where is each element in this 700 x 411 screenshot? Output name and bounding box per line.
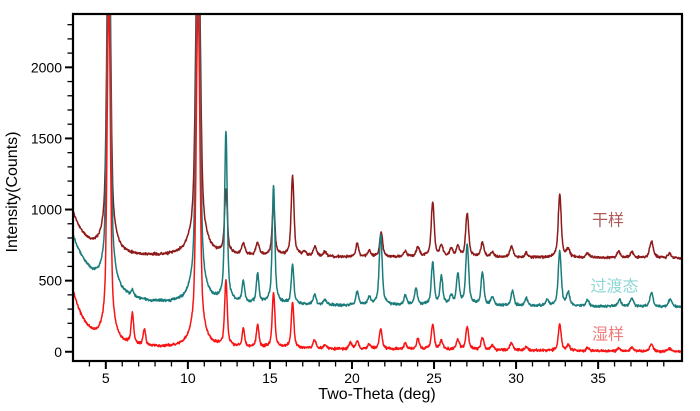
y-tick-label: 500 — [39, 273, 63, 289]
y-tick-label: 1000 — [31, 202, 62, 218]
y-tick-label: 0 — [54, 344, 62, 360]
series-label-dry-sample: 干样 — [592, 210, 624, 229]
y-axis-title: Intensity(Counts) — [4, 132, 21, 253]
y-tick-label: 1500 — [31, 130, 62, 146]
x-axis-title: Two-Theta (deg) — [318, 386, 435, 403]
x-tick-label: 35 — [590, 370, 606, 386]
y-tick-label: 2000 — [31, 59, 62, 75]
series-line-dry-sample — [74, 14, 681, 260]
x-tick-label: 30 — [508, 370, 524, 386]
axis-ticks — [65, 24, 665, 369]
x-tick-label: 20 — [344, 370, 360, 386]
series-label-transition-state: 过渡态 — [591, 277, 639, 296]
series-line-transition-state — [74, 14, 681, 309]
series-label-wet-sample: 湿样 — [592, 325, 624, 344]
plot-frame — [71, 12, 684, 363]
axis-tick-labels: 5 10 15 20 25 30 35 0 500 1000 1500 2000 — [31, 59, 606, 386]
series-line-wet-sample — [74, 14, 681, 354]
x-tick-label: 15 — [262, 370, 278, 386]
series-curves — [74, 14, 681, 354]
x-tick-label: 25 — [426, 370, 442, 386]
x-tick-label: 10 — [180, 370, 196, 386]
x-tick-label: 5 — [102, 370, 110, 386]
